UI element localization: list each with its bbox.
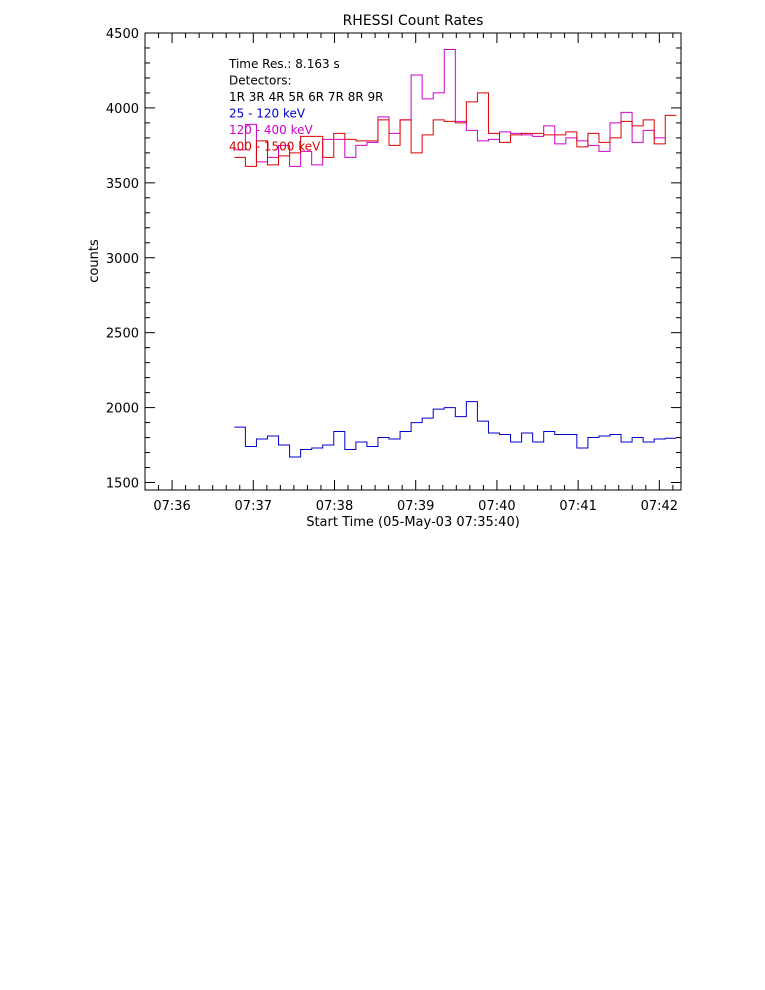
series-line-3 [234, 92, 677, 167]
legend-info-line-1: Time Res.: 8.163 s [228, 57, 340, 71]
x-tick-label: 07:37 [235, 499, 272, 514]
x-tick-label: 07:38 [316, 499, 353, 514]
series-line-1 [234, 401, 677, 458]
legend-info-line-2: Detectors: [229, 74, 292, 88]
y-tick-label: 3500 [106, 177, 139, 192]
x-tick-label: 07:41 [559, 499, 596, 514]
y-tick-label: 4500 [106, 27, 139, 42]
series-group [234, 48, 677, 458]
x-tick-label: 07:39 [397, 499, 434, 514]
x-tick-label: 07:36 [153, 499, 190, 514]
y-tick-label: 4000 [106, 102, 139, 117]
legend-info-line-3: 1R 3R 4R 5R 6R 7R 8R 9R [229, 90, 383, 104]
axes-group: 1500 2000 2500 3000 3500 4000 4500 07:36 07:37 07… [106, 27, 681, 514]
y-tick-label: 1500 [106, 477, 139, 492]
x-axis-label: Start Time (05-May-03 07:35:40) [306, 515, 520, 530]
chart-title: RHESSI Count Rates [343, 13, 484, 29]
legend-entry-2: 120 - 400 keV [229, 123, 313, 137]
y-tick-label: 3000 [106, 252, 139, 267]
x-tick-label: 07:40 [478, 499, 515, 514]
y-axis-label: counts [87, 239, 102, 283]
series-line-2 [234, 48, 666, 167]
y-tick-label: 2500 [106, 327, 139, 342]
legend: Time Res.: 8.163 s Detectors: 1R 3R 4R 5R… [228, 57, 383, 154]
x-tick-label: 07:42 [641, 499, 678, 514]
plot-frame [144, 32, 682, 491]
legend-entry-1: 25 - 120 keV [229, 107, 306, 121]
y-tick-label: 2000 [106, 402, 139, 417]
legend-entry-3: 400 - 1500 keV [229, 140, 321, 154]
